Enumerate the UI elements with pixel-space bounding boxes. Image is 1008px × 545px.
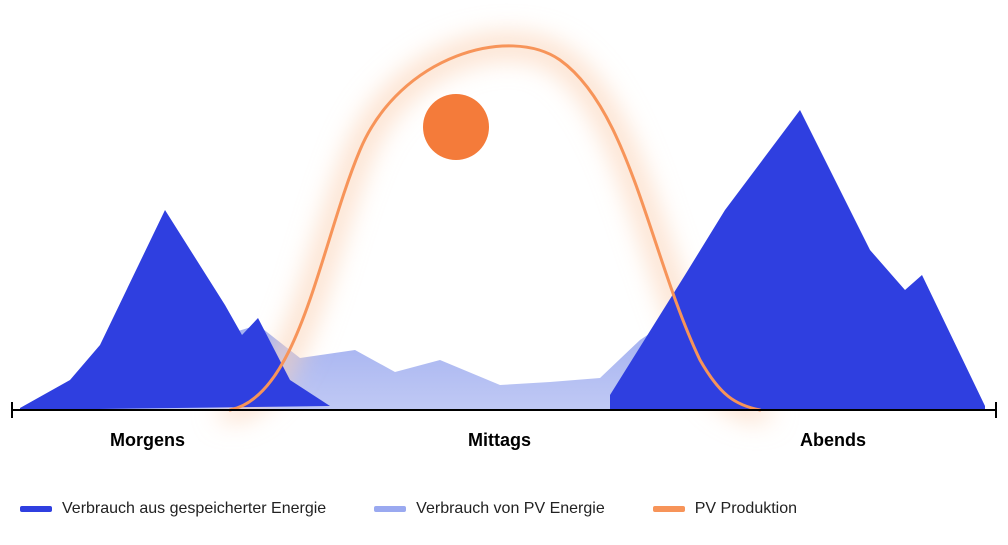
- legend-item-stored: Verbrauch aus gespeicherter Energie: [20, 500, 326, 518]
- series-stored-morning: [20, 210, 330, 410]
- legend-swatch-pv-usage: [374, 506, 406, 512]
- legend-item-pv-usage: Verbrauch von PV Energie: [374, 500, 605, 518]
- legend-item-pv-prod: PV Produktion: [653, 500, 797, 518]
- sun-icon: [423, 94, 489, 160]
- legend: Verbrauch aus gespeicherter Energie Verb…: [20, 500, 1008, 518]
- legend-swatch-stored: [20, 506, 52, 512]
- legend-label-pv-usage: Verbrauch von PV Energie: [416, 500, 605, 518]
- chart-svg: [0, 0, 1008, 545]
- x-label-abends: Abends: [800, 430, 866, 451]
- legend-swatch-pv-prod: [653, 506, 685, 512]
- x-label-mittags: Mittags: [468, 430, 531, 451]
- legend-label-stored: Verbrauch aus gespeicherter Energie: [62, 500, 326, 518]
- energy-day-chart: Morgens Mittags Abends Verbrauch aus ges…: [0, 0, 1008, 545]
- legend-label-pv-prod: PV Produktion: [695, 500, 797, 518]
- x-label-morgens: Morgens: [110, 430, 185, 451]
